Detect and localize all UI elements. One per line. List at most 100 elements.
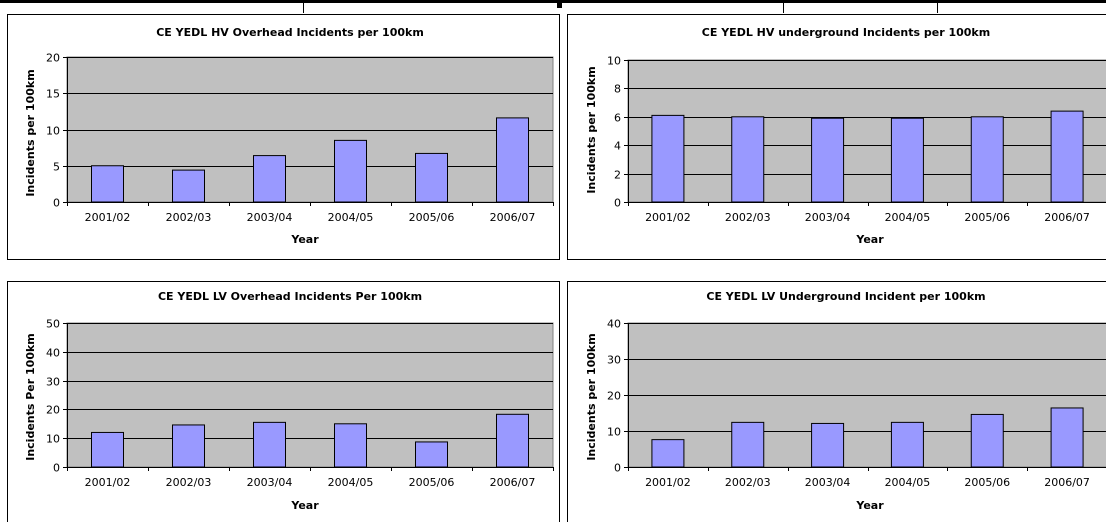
y-tick-label: 2 [614, 169, 621, 182]
x-tick-label: 2003/04 [247, 211, 293, 224]
y-tick-label: 0 [614, 197, 621, 210]
bar [91, 431, 124, 468]
bar [970, 116, 1004, 203]
y-tick-label: 10 [46, 125, 60, 138]
plot-area [66, 322, 554, 468]
chart-hv-underground: 0 2 4 6 8 10 2001/02 2002/03 2003/04 2004/05 2005/… [585, 26, 1106, 246]
plot-group: 0 10 20 30 40 50 2001/02 2002/03 2003/04 2004/05 2… [46, 318, 554, 489]
x-tick-label: 2005/06 [964, 211, 1010, 224]
bar [811, 117, 845, 203]
x-tick-label: 2003/04 [805, 476, 851, 489]
x-tick-label: 2005/06 [964, 476, 1010, 489]
plot-area [627, 59, 1106, 203]
x-tick-label: 2003/04 [805, 211, 851, 224]
chart-lv-overhead: 0 10 20 30 40 50 2001/02 2002/03 2003/04 2004/05 2… [24, 290, 554, 512]
plot-group: 0 5 10 15 20 2001/02 2002/03 2003/04 2004/05 2005… [46, 52, 554, 224]
bar [253, 421, 286, 468]
x-tick-label: 2006/07 [490, 476, 536, 489]
y-tick-label: 30 [607, 354, 621, 367]
bar [334, 423, 367, 468]
chart-lv-underground: 0 10 20 30 40 2001/02 2002/03 2003/04 2004/05 200… [585, 290, 1106, 512]
bar [415, 152, 448, 203]
chart-title: CE YEDL HV underground Incidents per 100… [702, 26, 990, 39]
x-tick-label: 2001/02 [645, 476, 691, 489]
plot-area [66, 56, 554, 203]
table-divider [937, 0, 938, 13]
bar [496, 117, 529, 203]
y-tick-label: 0 [53, 462, 60, 475]
y-tick-label: 0 [53, 197, 60, 210]
x-tick-label: 2006/07 [1044, 476, 1090, 489]
y-tick-label: 30 [46, 376, 60, 389]
x-tick-label: 2005/06 [409, 476, 455, 489]
bar [731, 116, 765, 203]
y-tick-label: 8 [614, 83, 621, 96]
bar [172, 424, 205, 468]
bar [1050, 110, 1084, 203]
bar [970, 413, 1004, 468]
chart-frame-hv-underground: 0 2 4 6 8 10 2001/02 2002/03 2003/04 2004/05 2005/… [567, 14, 1106, 260]
y-axis-label: Incidents per 100km [585, 333, 598, 460]
bar [1050, 407, 1084, 468]
bar [334, 139, 367, 203]
top-rule [0, 0, 1106, 3]
bar [651, 114, 685, 203]
bar [890, 421, 924, 468]
y-tick-label: 40 [607, 318, 621, 331]
bar [731, 421, 765, 468]
x-tick-label: 2004/05 [328, 476, 374, 489]
x-tick-label: 2001/02 [645, 211, 691, 224]
table-marker [557, 0, 562, 8]
bar [890, 117, 924, 203]
y-tick-label: 20 [46, 52, 60, 65]
x-axis-label: Year [855, 233, 884, 246]
y-tick-label: 6 [614, 112, 621, 125]
bar [496, 413, 529, 468]
y-tick-label: 20 [607, 390, 621, 403]
y-tick-label: 5 [53, 161, 60, 174]
y-tick-label: 50 [46, 318, 60, 331]
chart-hv-overhead: 0 5 10 15 20 2001/02 2002/03 2003/04 2004/05 2005… [24, 26, 554, 246]
chart-frame-hv-overhead: 0 5 10 15 20 2001/02 2002/03 2003/04 2004/05 2005… [7, 14, 560, 260]
x-tick-label: 2004/05 [885, 211, 931, 224]
x-tick-label: 2006/07 [1044, 211, 1090, 224]
bar [172, 169, 205, 203]
x-tick-label: 2001/02 [85, 211, 131, 224]
table-divider [783, 0, 784, 13]
y-tick-label: 15 [46, 88, 60, 101]
plot-group: 0 10 20 30 40 2001/02 2002/03 2003/04 2004/05 200… [607, 318, 1106, 489]
y-tick-label: 4 [614, 140, 621, 153]
x-tick-label: 2005/06 [409, 211, 455, 224]
x-tick-label: 2003/04 [247, 476, 293, 489]
bar [91, 165, 124, 203]
x-tick-label: 2004/05 [328, 211, 374, 224]
bar [415, 441, 448, 468]
chart-frame-lv-underground: 0 10 20 30 40 2001/02 2002/03 2003/04 2004/05 200… [567, 281, 1106, 522]
plot-group: 0 2 4 6 8 10 2001/02 2002/03 2003/04 2004/05 2005/… [607, 55, 1106, 224]
bar [811, 422, 845, 468]
y-tick-label: 40 [46, 347, 60, 360]
x-tick-label: 2002/03 [725, 476, 771, 489]
y-tick-label: 10 [46, 433, 60, 446]
x-axis-label: Year [290, 499, 319, 512]
bar [253, 155, 286, 203]
x-axis-label: Year [855, 499, 884, 512]
x-tick-label: 2006/07 [490, 211, 536, 224]
x-tick-label: 2002/03 [166, 476, 212, 489]
bar [651, 439, 685, 468]
y-axis-label: Incidents per 100km [585, 66, 598, 193]
y-axis-label: Incidents per 100km [24, 69, 37, 196]
x-tick-label: 2004/05 [885, 476, 931, 489]
x-tick-label: 2002/03 [166, 211, 212, 224]
y-axis-label: Incidents Per 100km [24, 333, 37, 461]
chart-title: CE YEDL LV Overhead Incidents Per 100km [158, 290, 422, 303]
y-tick-label: 20 [46, 404, 60, 417]
y-tick-label: 10 [607, 426, 621, 439]
y-tick-label: 10 [607, 55, 621, 68]
table-divider [303, 0, 304, 13]
chart-title: CE YEDL HV Overhead Incidents per 100km [156, 26, 424, 39]
chart-title: CE YEDL LV Underground Incident per 100k… [706, 290, 985, 303]
chart-frame-lv-overhead: 0 10 20 30 40 50 2001/02 2002/03 2003/04 2004/05 2… [7, 281, 560, 522]
x-axis-label: Year [290, 233, 319, 246]
x-tick-label: 2001/02 [85, 476, 131, 489]
